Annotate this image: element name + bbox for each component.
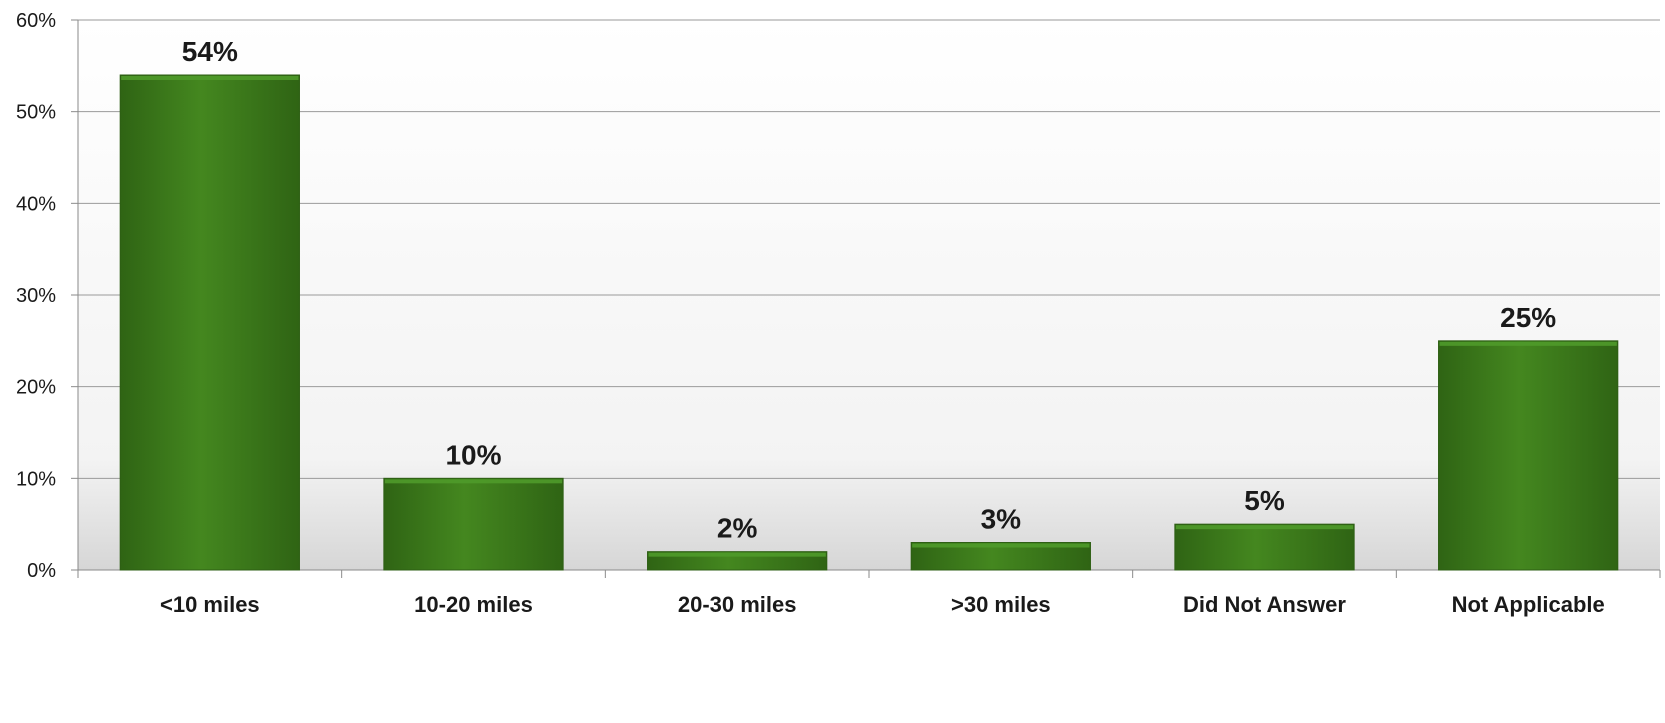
- x-tick-label: >30 miles: [951, 592, 1051, 617]
- bar: [1439, 341, 1618, 570]
- bar-highlight: [121, 76, 298, 80]
- bar: [384, 478, 563, 570]
- data-label: 54%: [182, 36, 238, 67]
- x-tick-label: 20-30 miles: [678, 592, 797, 617]
- bar-group: [1175, 524, 1354, 570]
- y-tick-label: 50%: [16, 102, 56, 124]
- bar-group: [911, 543, 1090, 571]
- data-label: 3%: [981, 504, 1022, 535]
- bar: [120, 75, 299, 570]
- y-tick-label: 60%: [16, 10, 56, 32]
- bar-group: [1439, 341, 1618, 570]
- x-tick-label: <10 miles: [160, 592, 260, 617]
- y-tick-label: 10%: [16, 468, 56, 490]
- bar-highlight: [1176, 525, 1353, 529]
- bar-highlight: [385, 479, 562, 483]
- bar-group: [120, 75, 299, 570]
- bar-highlight: [1440, 342, 1617, 346]
- data-label: 2%: [717, 513, 758, 544]
- y-tick-label: 0%: [27, 560, 56, 582]
- x-tick-label: Not Applicable: [1452, 592, 1605, 617]
- y-tick-label: 30%: [16, 285, 56, 307]
- bar-group: [384, 478, 563, 570]
- data-label: 5%: [1244, 485, 1285, 516]
- y-tick-label: 20%: [16, 377, 56, 399]
- y-tick-label: 40%: [16, 193, 56, 215]
- bar-group: [648, 552, 827, 570]
- x-tick-label: 10-20 miles: [414, 592, 533, 617]
- data-label: 10%: [445, 439, 501, 470]
- bar-highlight: [912, 544, 1089, 548]
- bar-highlight: [649, 553, 826, 557]
- bar: [1175, 524, 1354, 570]
- x-tick-label: Did Not Answer: [1183, 592, 1346, 617]
- data-label: 25%: [1500, 302, 1556, 333]
